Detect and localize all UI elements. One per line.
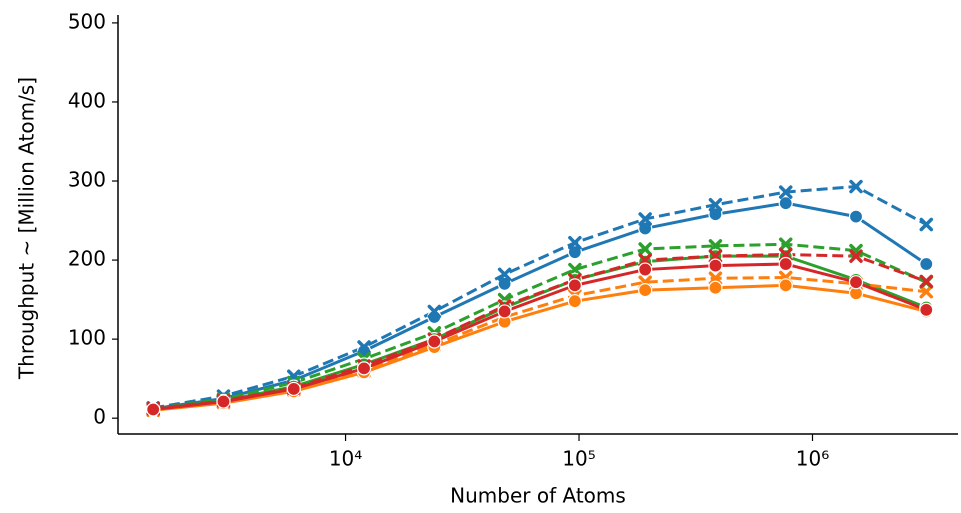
series-line: [152, 185, 928, 410]
point: [638, 212, 652, 226]
point: [568, 235, 582, 250]
y-axis-label: Throughput ~ [Million Atom/s]: [15, 77, 39, 380]
point: [708, 258, 723, 273]
point: [638, 221, 653, 236]
point: [497, 276, 512, 291]
x-tick-label: 10⁵: [562, 447, 595, 471]
point: [708, 197, 723, 212]
point: [216, 394, 231, 409]
point: [497, 267, 512, 282]
x-tick-label: 10⁶: [796, 447, 829, 471]
point: [919, 256, 934, 272]
point: [427, 334, 442, 349]
point: [638, 283, 653, 298]
y-tick-label: 200: [68, 247, 106, 271]
point: [778, 278, 793, 293]
point: [567, 278, 582, 293]
point: [919, 274, 934, 289]
series-line: [153, 262, 927, 411]
point: [568, 262, 582, 277]
series-line: [153, 242, 927, 411]
point: [708, 239, 723, 253]
point: [567, 294, 582, 309]
y-tick-label: 500: [68, 9, 106, 33]
point: [919, 217, 934, 232]
y-tick-label: 400: [68, 88, 106, 112]
point: [356, 361, 372, 376]
y-tick-label: 100: [68, 326, 106, 350]
point: [919, 302, 934, 317]
point: [146, 402, 161, 417]
point: [497, 304, 512, 319]
point: [848, 275, 864, 290]
point: [919, 284, 934, 299]
point: [708, 280, 723, 295]
point: [708, 207, 723, 222]
point: [849, 179, 863, 194]
point: [357, 340, 371, 354]
x-axis-label: Number of Atoms: [450, 484, 626, 508]
point: [778, 237, 793, 252]
point: [638, 242, 652, 256]
point: [778, 196, 793, 211]
point: [848, 209, 864, 224]
point: [427, 304, 442, 319]
point: [778, 185, 793, 199]
series-line: [152, 201, 928, 411]
point: [849, 249, 863, 263]
point: [638, 262, 653, 277]
point: [286, 381, 301, 397]
point: [778, 256, 793, 272]
y-tick-label: 0: [93, 405, 106, 429]
series-line: [153, 283, 927, 412]
y-tick-label: 300: [68, 168, 106, 192]
point: [567, 245, 582, 260]
x-tick-label: 10⁴: [329, 447, 362, 471]
